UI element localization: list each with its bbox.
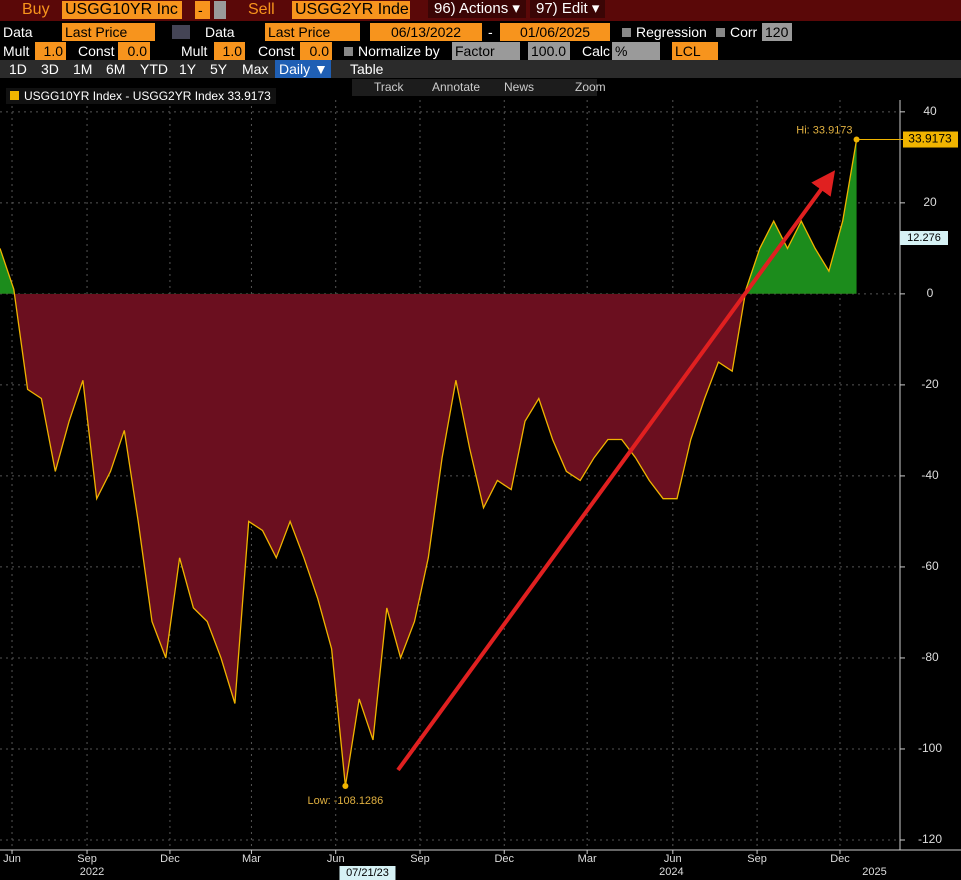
- checkbox[interactable]: [344, 47, 353, 56]
- sell-input[interactable]: USGG2YR Inde: [292, 1, 410, 19]
- x-tick-label: Mar: [242, 853, 261, 865]
- period-button[interactable]: Max: [242, 61, 269, 77]
- swap-icon[interactable]: [172, 25, 190, 39]
- regression-label: Regression: [636, 24, 707, 40]
- period-button[interactable]: 5Y: [210, 61, 228, 77]
- chart-toolbar: Track Annotate News Zoom: [352, 79, 606, 96]
- line: [0, 139, 858, 787]
- low-marker: [342, 782, 349, 789]
- mult-label: Mult: [181, 43, 208, 59]
- year-label: 2022: [80, 866, 104, 878]
- x-tick-label: Jun: [3, 853, 21, 865]
- const-label: Const: [78, 43, 115, 59]
- checkbox[interactable]: [622, 28, 631, 37]
- normalize-select[interactable]: Factor: [452, 42, 520, 60]
- y-tick-label: -100: [918, 741, 942, 755]
- legend-value: 33.9173: [227, 89, 271, 103]
- calc-label: Calc: [582, 43, 611, 59]
- chart-tool[interactable]: News: [504, 80, 535, 94]
- y-tick-label: 20: [923, 195, 937, 209]
- actions-menu[interactable]: 96) Actions ▾: [428, 0, 526, 18]
- mult-label: Mult: [3, 43, 30, 59]
- mult-input[interactable]: 1.0: [214, 42, 245, 60]
- checkbox[interactable]: [716, 28, 725, 37]
- order-bar: Buy USGG10YR Inc - Sell USGG2YR Inde 96)…: [0, 0, 961, 21]
- hi-label: Hi: 33.9173: [796, 124, 852, 136]
- crosshair-value: 12.276: [907, 232, 941, 244]
- legend-swatch: [10, 91, 19, 100]
- corr-label: Corr: [730, 24, 758, 40]
- date-separator: -: [488, 24, 493, 40]
- period-button[interactable]: 3D: [41, 61, 59, 77]
- edit-menu[interactable]: 97) Edit ▾: [530, 0, 606, 18]
- calc-select[interactable]: %: [612, 42, 660, 60]
- period-button[interactable]: 6M: [106, 61, 126, 77]
- x-tick-label: Dec: [494, 853, 514, 865]
- year-label: 2025: [862, 866, 886, 878]
- legend-label: USGG10YR Index - USGG2YR Index 33.9173: [24, 87, 271, 105]
- period-bar: Daily ▼ Table 1D 3D 1M 6M YTD 1Y 5Y Max: [0, 60, 961, 78]
- corr-input[interactable]: 120: [762, 23, 792, 41]
- sell-label: Sell: [248, 1, 275, 18]
- y-tick-label: -20: [921, 377, 939, 391]
- normalize-label: Normalize by: [358, 43, 440, 59]
- chart-tool[interactable]: Annotate: [432, 80, 481, 94]
- year-label: 2024: [659, 866, 683, 878]
- y-tick-label: -80: [921, 650, 939, 664]
- operator-dropdown[interactable]: [214, 1, 226, 19]
- last-value-badge: [903, 131, 958, 148]
- data-label: Data: [3, 24, 33, 40]
- calc-bar: Mult 1.0 Const 0.0 Mult 1.0 Const 0.0 No…: [0, 42, 961, 60]
- y-tick-label: -40: [921, 468, 939, 482]
- chart-tool[interactable]: Zoom: [575, 80, 606, 94]
- table-button[interactable]: Table: [350, 61, 384, 77]
- const-input[interactable]: 0.0: [300, 42, 332, 60]
- const-label: Const: [258, 43, 295, 59]
- buy-input[interactable]: USGG10YR Inc: [62, 1, 182, 19]
- factor-input[interactable]: 100.0: [528, 42, 570, 60]
- y-tick-label: 0: [927, 286, 934, 300]
- area-negative: [14, 293, 746, 786]
- y-tick-label: 40: [923, 104, 937, 118]
- area-positive: [0, 139, 857, 294]
- lcl-select[interactable]: LCL: [672, 42, 718, 60]
- chart-tool[interactable]: Track: [374, 80, 404, 94]
- data-field[interactable]: Last Price: [265, 23, 360, 41]
- period-button[interactable]: 1D: [9, 61, 27, 77]
- period-button[interactable]: 1M: [73, 61, 93, 77]
- x-tick-label: Dec: [160, 853, 180, 865]
- y-tick-label: -120: [918, 832, 942, 846]
- end-date[interactable]: 01/06/2025: [500, 23, 610, 41]
- x-tick-label: Sep: [747, 853, 767, 865]
- y-tick-label: -60: [921, 559, 939, 573]
- crosshair-badge: [900, 231, 948, 246]
- x-tick-label: Sep: [410, 853, 430, 865]
- crosshair-date: 07/21/23: [346, 867, 389, 879]
- annotation-arrow: [396, 170, 836, 772]
- x-tick-label: Dec: [830, 853, 850, 865]
- crosshair-date-badge: [339, 866, 396, 880]
- legend: USGG10YR Index - USGG2YR Index 33.9173: [6, 88, 276, 104]
- x-tick-label: Mar: [578, 853, 597, 865]
- data-label: Data: [205, 24, 235, 40]
- legend-name: USGG10YR Index - USGG2YR Index: [24, 89, 225, 103]
- mult-input[interactable]: 1.0: [35, 42, 66, 60]
- period-button[interactable]: YTD: [140, 61, 168, 77]
- start-date[interactable]: 06/13/2022: [370, 23, 482, 41]
- buy-label: Buy: [22, 1, 50, 18]
- data-field[interactable]: Last Price: [62, 23, 155, 41]
- x-tick-label: Jun: [664, 853, 682, 865]
- last-value-label: 33.9173: [908, 132, 952, 146]
- frequency-select[interactable]: Daily ▼: [275, 60, 331, 78]
- low-label: Low: -108.1286: [307, 795, 383, 807]
- period-button[interactable]: 1Y: [179, 61, 197, 77]
- x-tick-label: Jun: [327, 853, 345, 865]
- data-bar: Data Last Price Data Last Price 06/13/20…: [0, 23, 961, 41]
- const-input[interactable]: 0.0: [118, 42, 150, 60]
- x-tick-label: Sep: [77, 853, 97, 865]
- operator[interactable]: -: [195, 1, 210, 19]
